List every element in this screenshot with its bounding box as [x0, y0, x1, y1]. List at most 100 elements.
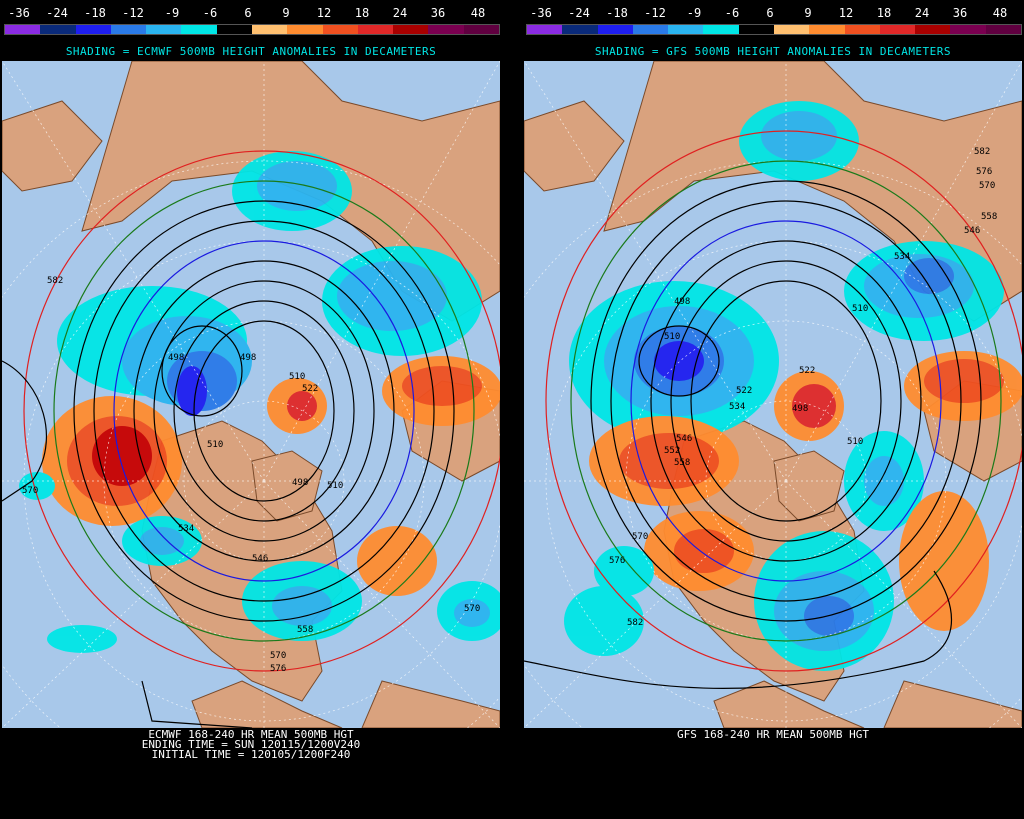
svg-text:576: 576: [609, 556, 625, 566]
svg-text:558: 558: [297, 625, 313, 635]
svg-text:498: 498: [240, 353, 256, 363]
scale-swatch: [985, 25, 1021, 34]
scale-swatch: [597, 25, 633, 34]
svg-text:510: 510: [852, 304, 868, 314]
scale-swatch: [357, 25, 394, 34]
scale-swatch: [703, 25, 739, 34]
scale-label: -18: [606, 6, 628, 20]
svg-text:510: 510: [847, 437, 863, 447]
scale-swatch: [773, 25, 810, 34]
scale-label: -6: [202, 6, 218, 20]
svg-text:546: 546: [676, 434, 692, 444]
scale-label: -12: [644, 6, 666, 20]
scale-swatch: [632, 25, 669, 34]
scale-label: -9: [686, 6, 702, 20]
scale-label: -36: [8, 6, 30, 20]
scale-label: 9: [282, 6, 290, 20]
scale-label: -9: [164, 6, 180, 20]
scale-swatch: [5, 25, 41, 34]
scale-label: -36: [530, 6, 552, 20]
scale-swatch: [146, 25, 182, 34]
scale-swatch: [75, 25, 111, 34]
scale-label: 18: [354, 6, 370, 20]
svg-text:582: 582: [627, 618, 643, 628]
footer-line: INITIAL TIME = 120105/1200F240: [151, 748, 351, 761]
scale-label: 18: [876, 6, 892, 20]
gfs-map-graphic: 582 576 570 558 546 534 498 510 522 534 …: [524, 61, 1022, 728]
scale-label: 6: [244, 6, 252, 20]
color-scale-labels: -36 -24 -18 -12 -9 -6 6 9 12 18 24 36 48: [522, 6, 1024, 20]
gfs-panel: -36 -24 -18 -12 -9 -6 6 9 12 18 24 36 48…: [522, 0, 1024, 819]
color-scale-labels: -36 -24 -18 -12 -9 -6 6 9 12 18 24 36 48: [0, 6, 502, 20]
scale-label: 24: [392, 6, 408, 20]
scale-swatch: [110, 25, 147, 34]
scale-swatch: [287, 25, 323, 34]
svg-text:558: 558: [981, 212, 997, 222]
scale-label: 36: [952, 6, 968, 20]
svg-text:582: 582: [974, 147, 990, 157]
ecmwf-map: 582 498 498 510 510 522 570 534 498 510 …: [2, 61, 500, 728]
scale-swatch: [40, 25, 76, 34]
color-scale-bar: [526, 24, 1022, 35]
scale-swatch: [738, 25, 774, 34]
svg-text:510: 510: [327, 481, 343, 491]
scale-label: 48: [992, 6, 1008, 20]
scale-swatch: [844, 25, 880, 34]
scale-swatch: [879, 25, 916, 34]
gfs-footer: GFS 168-240 HR MEAN 500MB HGT: [522, 728, 1024, 741]
scale-swatch: [216, 25, 252, 34]
scale-swatch: [181, 25, 217, 34]
svg-text:582: 582: [47, 276, 63, 286]
svg-text:498: 498: [674, 297, 690, 307]
panel-gap: [502, 0, 522, 819]
scale-swatch: [393, 25, 429, 34]
ecmwf-map-graphic: 582 498 498 510 510 522 570 534 498 510 …: [2, 61, 500, 728]
footer-line: GFS 168-240 HR MEAN 500MB HGT: [676, 728, 870, 741]
footer-line: ENDING TIME = SUN 120115/1200V240: [141, 738, 361, 751]
svg-text:510: 510: [289, 372, 305, 382]
svg-text:534: 534: [894, 252, 910, 262]
shading-title: SHADING = GFS 500MB HEIGHT ANOMALIES IN …: [594, 45, 952, 58]
scale-label: -12: [122, 6, 144, 20]
svg-text:522: 522: [736, 386, 752, 396]
svg-text:522: 522: [302, 384, 318, 394]
svg-text:570: 570: [22, 486, 38, 496]
gfs-map: 582 576 570 558 546 534 498 510 522 534 …: [524, 61, 1022, 728]
scale-label: 48: [470, 6, 486, 20]
scale-swatch: [428, 25, 464, 34]
svg-text:534: 534: [178, 524, 194, 534]
scale-swatch: [950, 25, 986, 34]
scale-label: 6: [766, 6, 774, 20]
svg-text:570: 570: [979, 181, 995, 191]
scale-label: 9: [804, 6, 812, 20]
scale-swatch: [562, 25, 598, 34]
scale-label: 24: [914, 6, 930, 20]
svg-text:576: 576: [976, 167, 992, 177]
svg-text:570: 570: [464, 604, 480, 614]
svg-text:546: 546: [964, 226, 980, 236]
footer-line: ECMWF 168-240 HR MEAN 500MB HGT: [148, 728, 354, 741]
scale-label: 12: [838, 6, 854, 20]
scale-swatch: [463, 25, 499, 34]
svg-text:570: 570: [632, 532, 648, 542]
scale-label: -24: [46, 6, 68, 20]
svg-text:558: 558: [674, 458, 690, 468]
scale-swatch: [668, 25, 704, 34]
svg-text:546: 546: [252, 554, 268, 564]
svg-text:498: 498: [792, 404, 808, 414]
svg-text:552: 552: [664, 446, 680, 456]
ecmwf-footer: ECMWF 168-240 HR MEAN 500MB HGT ENDING T…: [0, 728, 502, 761]
ecmwf-panel: -36 -24 -18 -12 -9 -6 6 9 12 18 24 36 48…: [0, 0, 502, 819]
scale-swatch: [809, 25, 845, 34]
scale-label: 36: [430, 6, 446, 20]
svg-text:522: 522: [799, 366, 815, 376]
scale-label: -6: [724, 6, 740, 20]
scale-swatch: [251, 25, 288, 34]
scale-label: -18: [84, 6, 106, 20]
scale-swatch: [322, 25, 358, 34]
scale-label: 12: [316, 6, 332, 20]
svg-text:510: 510: [207, 440, 223, 450]
scale-label: -24: [568, 6, 590, 20]
shading-title: SHADING = ECMWF 500MB HEIGHT ANOMALIES I…: [65, 45, 437, 58]
svg-text:576: 576: [270, 664, 286, 674]
